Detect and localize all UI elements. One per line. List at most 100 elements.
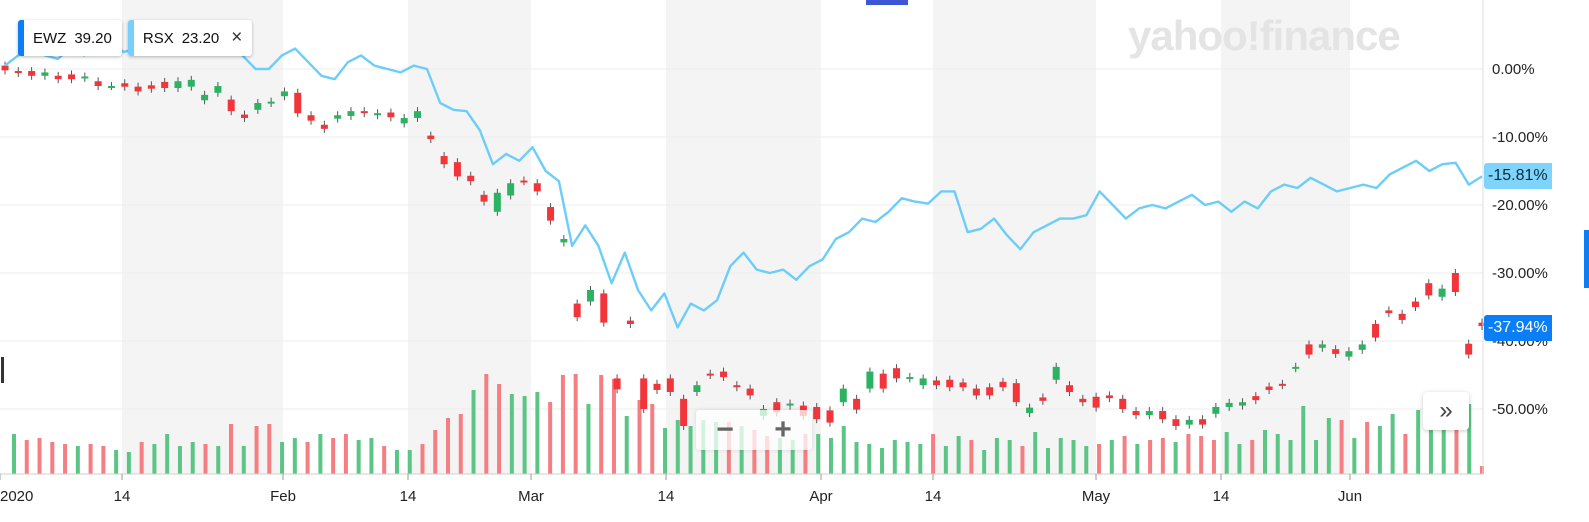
candle-body — [1132, 411, 1140, 416]
volume-bar — [880, 448, 885, 474]
candle-body — [786, 403, 794, 406]
rsx-last-value-badge: -15.81% — [1484, 163, 1552, 189]
volume-bar — [280, 442, 285, 474]
rsx-line — [4, 33, 1483, 329]
candle-body — [387, 112, 395, 118]
volume-bar — [420, 444, 425, 474]
x-tick-label: 14 — [658, 488, 675, 505]
candle-body — [161, 81, 169, 89]
candle-body — [972, 388, 980, 396]
candle-body — [1039, 397, 1047, 401]
volume-bar — [1467, 404, 1472, 474]
ewz-color-bar — [18, 20, 24, 56]
candle-body — [1172, 419, 1180, 426]
volume-bar — [765, 436, 770, 474]
candle-body — [693, 385, 701, 392]
volume-bar — [369, 438, 374, 474]
volume-bar — [637, 400, 642, 474]
volume-bar — [1033, 432, 1038, 474]
volume-bar — [624, 416, 629, 474]
candle-body — [680, 398, 688, 426]
volume-bar — [1288, 440, 1293, 474]
gridlines — [0, 68, 1483, 410]
volume-bar — [1326, 418, 1331, 474]
candle-body — [1145, 411, 1153, 416]
yahoo-finance-logo: yahoo!finance — [1128, 12, 1401, 59]
volume-bar — [1390, 414, 1395, 474]
candle-body — [54, 75, 62, 80]
volume-bar — [509, 394, 514, 474]
top-indicator — [866, 0, 908, 5]
candle-body — [493, 192, 501, 212]
candle-body — [906, 377, 914, 380]
volume-bar — [292, 438, 297, 474]
candle-body — [720, 371, 728, 378]
x-tick-label: May — [1082, 488, 1111, 505]
legend-chip-ewz[interactable]: EWZ 39.20 — [18, 20, 122, 56]
candle-body — [1265, 386, 1273, 390]
volume-bar — [471, 390, 476, 474]
candle-body — [533, 183, 541, 192]
y-tick-label: 0.00% — [1492, 61, 1535, 78]
candle-body — [413, 111, 421, 118]
volume-bar — [892, 440, 897, 474]
volume-bar — [1020, 446, 1025, 474]
candle-body — [14, 71, 22, 74]
volume-bar — [1045, 448, 1050, 474]
volume-bar — [1109, 440, 1114, 474]
volume-bar — [1186, 434, 1191, 474]
volume-bar — [739, 426, 744, 474]
zoom-in-button[interactable]: + — [774, 413, 792, 446]
candle-body — [946, 379, 954, 388]
y-tick-label: -50.00% — [1492, 401, 1548, 418]
legend-chip-rsx[interactable]: RSX 23.20 × — [127, 20, 253, 56]
volume-bar — [1097, 444, 1102, 474]
candle-body — [773, 402, 781, 413]
zoom-out-button[interactable]: − — [716, 413, 734, 446]
volume-bar — [267, 424, 272, 474]
volume-bar — [1199, 436, 1204, 474]
candle-body — [107, 86, 115, 88]
volume-bar — [1275, 434, 1280, 474]
candle-body — [400, 117, 408, 124]
volume-bar — [918, 444, 923, 474]
volume-bar — [1416, 410, 1421, 474]
candle-body — [320, 124, 328, 129]
volume-bar — [126, 452, 131, 474]
volume-bar — [1262, 430, 1267, 474]
volume-bar — [484, 374, 489, 474]
volume-bars — [12, 374, 1484, 474]
volume-bar — [1428, 418, 1433, 474]
candle-body — [1332, 349, 1340, 354]
volume-bar — [24, 440, 29, 474]
candle-body — [932, 380, 940, 386]
candle-body — [1305, 344, 1313, 355]
volume-bar — [586, 404, 591, 474]
candle-body — [560, 239, 568, 243]
candle-body — [507, 183, 515, 196]
week-band-2 — [666, 0, 821, 474]
volume-bar — [611, 379, 616, 474]
volume-bar — [382, 446, 387, 474]
x-tick-label: Apr — [809, 488, 832, 505]
candle-body — [1052, 366, 1060, 380]
volume-bar — [190, 442, 195, 474]
x-tick-label: 14 — [1213, 488, 1230, 505]
legend-value-rsx: 23.20 — [181, 29, 220, 47]
x-tick-label: 14 — [114, 488, 131, 505]
candle-body — [280, 91, 288, 97]
volume-bar — [1148, 440, 1153, 474]
volume-bar — [1403, 434, 1408, 474]
volume-bar — [1377, 426, 1382, 474]
candle-body — [1119, 398, 1127, 409]
volume-bar — [1160, 438, 1165, 474]
x-tick-label: 14 — [400, 488, 417, 505]
week-band-4 — [1221, 0, 1350, 474]
candle-body — [28, 71, 36, 76]
volume-bar — [803, 434, 808, 474]
close-icon[interactable]: × — [231, 27, 243, 48]
candle-body — [893, 368, 901, 379]
volume-bar — [1480, 466, 1484, 474]
expand-button[interactable]: » — [1423, 392, 1469, 430]
